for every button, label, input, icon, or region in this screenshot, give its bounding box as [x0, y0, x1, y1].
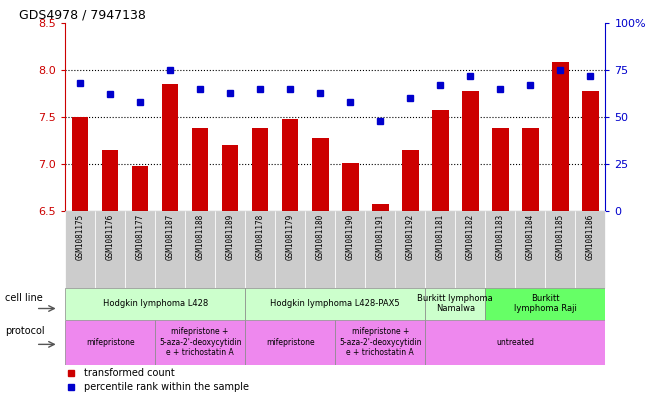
Text: GSM1081182: GSM1081182	[466, 214, 475, 260]
Bar	[395, 211, 425, 288]
Bar	[365, 211, 395, 288]
Text: Hodgkin lymphoma L428: Hodgkin lymphoma L428	[102, 299, 208, 308]
Text: GSM1081187: GSM1081187	[165, 214, 174, 260]
Text: GSM1081180: GSM1081180	[316, 214, 325, 260]
Bar	[582, 91, 599, 211]
Bar	[516, 211, 546, 288]
Bar	[552, 62, 569, 211]
Bar	[312, 138, 329, 211]
Text: GSM1081183: GSM1081183	[496, 214, 505, 260]
Bar	[65, 288, 245, 320]
Bar	[342, 163, 359, 211]
Text: GSM1081184: GSM1081184	[526, 214, 535, 260]
Text: untreated: untreated	[496, 338, 534, 347]
Text: GSM1081176: GSM1081176	[105, 214, 115, 260]
Text: GSM1081181: GSM1081181	[436, 214, 445, 260]
Text: transformed count: transformed count	[84, 367, 174, 378]
Text: GSM1081177: GSM1081177	[135, 214, 145, 260]
Bar	[185, 211, 215, 288]
Text: GSM1081192: GSM1081192	[406, 214, 415, 260]
Bar	[132, 166, 148, 211]
Bar	[402, 150, 419, 211]
Bar	[252, 129, 268, 211]
Bar	[125, 211, 155, 288]
Text: mifepristone: mifepristone	[86, 338, 135, 347]
Bar	[575, 211, 605, 288]
Bar	[492, 129, 508, 211]
Text: GSM1081178: GSM1081178	[256, 214, 265, 260]
Bar	[425, 320, 605, 365]
Bar	[192, 129, 208, 211]
Bar	[546, 211, 575, 288]
Text: GSM1081189: GSM1081189	[226, 214, 235, 260]
Bar	[95, 211, 125, 288]
Bar	[65, 211, 95, 288]
Bar	[425, 211, 455, 288]
Text: percentile rank within the sample: percentile rank within the sample	[84, 382, 249, 392]
Text: GSM1081185: GSM1081185	[556, 214, 565, 260]
Text: Burkitt lymphoma
Namalwa: Burkitt lymphoma Namalwa	[417, 294, 493, 314]
Text: protocol: protocol	[5, 326, 45, 336]
Bar	[522, 129, 538, 211]
Bar	[486, 211, 516, 288]
Text: GSM1081179: GSM1081179	[286, 214, 295, 260]
Bar	[372, 204, 389, 211]
Bar	[462, 91, 478, 211]
Text: GSM1081186: GSM1081186	[586, 214, 595, 260]
Bar	[155, 320, 245, 365]
Bar	[282, 119, 299, 211]
Text: GSM1081175: GSM1081175	[76, 214, 85, 260]
Bar	[222, 145, 238, 211]
Bar	[215, 211, 245, 288]
Text: cell line: cell line	[5, 292, 43, 303]
Text: GDS4978 / 7947138: GDS4978 / 7947138	[19, 9, 146, 22]
Text: GSM1081190: GSM1081190	[346, 214, 355, 260]
Bar	[455, 211, 486, 288]
Bar	[245, 211, 275, 288]
Bar	[65, 320, 155, 365]
Bar	[432, 110, 449, 211]
Bar	[162, 84, 178, 211]
Text: mifepristone: mifepristone	[266, 338, 314, 347]
Bar	[425, 288, 486, 320]
Text: Burkitt
lymphoma Raji: Burkitt lymphoma Raji	[514, 294, 577, 314]
Text: Hodgkin lymphoma L428-PAX5: Hodgkin lymphoma L428-PAX5	[270, 299, 400, 308]
Text: mifepristone +
5-aza-2'-deoxycytidin
e + trichostatin A: mifepristone + 5-aza-2'-deoxycytidin e +…	[339, 327, 422, 357]
Bar	[335, 320, 425, 365]
Text: mifepristone +
5-aza-2'-deoxycytidin
e + trichostatin A: mifepristone + 5-aza-2'-deoxycytidin e +…	[159, 327, 242, 357]
Text: GSM1081191: GSM1081191	[376, 214, 385, 260]
Bar	[245, 320, 335, 365]
Bar	[72, 117, 89, 211]
Bar	[486, 288, 605, 320]
Bar	[245, 288, 425, 320]
Bar	[155, 211, 185, 288]
Bar	[335, 211, 365, 288]
Bar	[102, 150, 118, 211]
Bar	[305, 211, 335, 288]
Text: GSM1081188: GSM1081188	[196, 214, 204, 260]
Bar	[275, 211, 305, 288]
